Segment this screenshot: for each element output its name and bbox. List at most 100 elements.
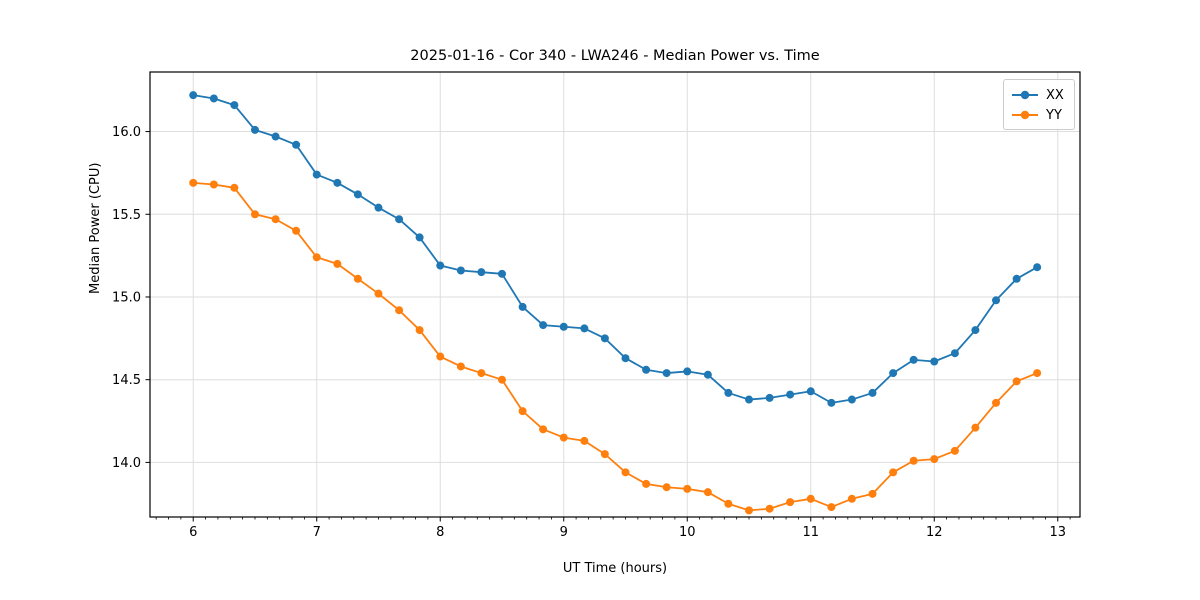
data-point-YY [847,494,856,503]
data-point-XX [415,233,424,242]
data-point-XX [230,101,239,110]
data-point-YY [456,362,465,371]
x-tick-label: 6 [189,525,197,540]
data-point-YY [971,423,980,432]
legend-item-YY: YY [1012,105,1066,125]
data-point-XX [827,398,836,407]
data-point-XX [395,215,404,224]
data-point-YY [395,306,404,315]
data-point-XX [539,321,548,330]
data-point-XX [930,357,939,366]
data-point-YY [312,253,321,262]
data-point-XX [436,261,445,270]
data-point-XX [683,367,692,376]
data-point-XX [971,326,980,335]
data-point-XX [765,393,774,402]
data-point-XX [1012,274,1021,283]
data-point-XX [497,269,506,278]
legend: XX YY [1003,79,1075,130]
data-point-XX [271,132,280,141]
data-point-YY [827,503,836,512]
data-point-YY [889,468,898,477]
data-point-YY [559,433,568,442]
data-point-YY [189,178,198,187]
data-point-XX [600,334,609,343]
data-point-YY [806,494,815,503]
data-point-XX [250,125,259,134]
data-point-YY [950,446,959,455]
legend-label: YY [1046,107,1062,123]
data-point-YY [1033,369,1042,378]
data-point-YY [1012,377,1021,386]
data-point-XX [889,369,898,378]
data-point-XX [621,354,630,363]
data-point-XX [724,388,733,397]
data-point-XX [189,91,198,100]
series-line-XX [193,94,1038,404]
data-point-YY [745,506,754,515]
data-point-XX [868,388,877,397]
data-point-YY [333,259,342,268]
data-point-XX [662,369,671,378]
x-tick-label: 10 [679,525,696,540]
y-tick-label: 14.5 [112,373,141,388]
data-point-YY [600,450,609,459]
y-tick-label: 15.0 [112,291,141,306]
y-tick-label: 15.5 [112,208,141,223]
data-point-XX [353,190,362,199]
y-tick-label: 14.0 [112,456,141,471]
chart-title: 2025-01-16 - Cor 340 - LWA246 - Median P… [410,48,820,64]
data-point-YY [477,369,486,378]
data-point-XX [559,322,568,331]
data-point-YY [415,326,424,335]
data-point-XX [703,370,712,379]
data-point-YY [271,215,280,224]
x-tick-label: 11 [802,525,819,540]
data-point-XX [209,94,218,103]
data-point-XX [1033,263,1042,272]
data-point-YY [230,183,239,192]
data-point-YY [786,498,795,507]
x-axis-label: UT Time (hours) [562,561,668,576]
legend-item-XX: XX [1012,85,1066,105]
data-point-YY [992,398,1001,407]
x-tick-label: 13 [1049,525,1066,540]
data-point-YY [250,210,259,219]
data-point-YY [292,226,301,235]
x-tick-label: 8 [436,525,444,540]
axes-spines [149,71,1081,518]
data-point-XX [292,140,301,149]
data-point-YY [765,504,774,513]
data-point-XX [745,395,754,404]
data-point-YY [497,375,506,384]
data-point-YY [436,352,445,361]
data-point-YY [518,407,527,416]
data-point-XX [580,324,589,333]
data-point-YY [353,274,362,283]
legend-marker-YY [1012,110,1038,120]
data-point-YY [909,456,918,465]
data-point-YY [209,180,218,189]
data-point-XX [642,365,651,374]
legend-marker-XX [1012,90,1038,100]
data-point-XX [909,355,918,364]
data-point-YY [724,499,733,508]
data-point-YY [580,436,589,445]
data-point-YY [642,479,651,488]
data-point-XX [806,387,815,396]
x-tick-label: 7 [313,525,321,540]
x-tick-label: 12 [926,525,943,540]
data-point-YY [930,455,939,464]
legend-label: XX [1046,87,1064,103]
data-point-YY [683,484,692,493]
data-point-XX [374,203,383,212]
data-point-XX [312,170,321,179]
data-point-YY [868,489,877,498]
data-point-XX [518,302,527,311]
x-tick-label: 9 [560,525,568,540]
data-point-XX [950,349,959,358]
data-point-XX [477,268,486,277]
data-point-XX [456,266,465,275]
